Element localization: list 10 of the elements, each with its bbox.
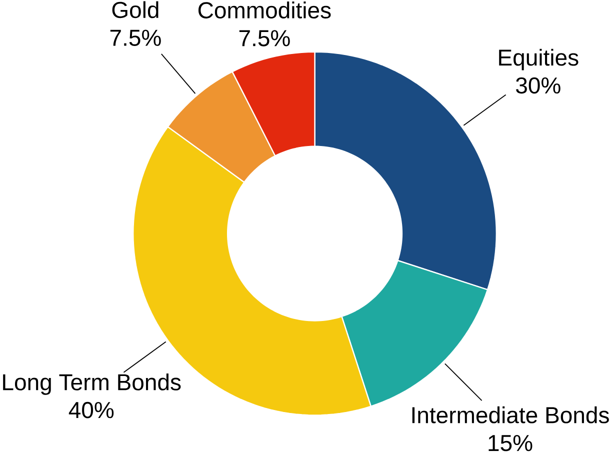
data-label: 30% [516, 77, 560, 94]
data-label: 7.5% [110, 30, 161, 46]
data-label: 7.5% [239, 30, 290, 46]
slice-label: Intermediate Bonds [412, 406, 609, 424]
slice-label: Equities [499, 48, 578, 70]
data-label: 40% [68, 402, 114, 418]
slice-label: Gold [112, 1, 158, 18]
slice-label: Commodities [198, 1, 331, 18]
data-label: 15% [488, 434, 532, 451]
slice-label: Long Term Bonds [3, 373, 181, 395]
